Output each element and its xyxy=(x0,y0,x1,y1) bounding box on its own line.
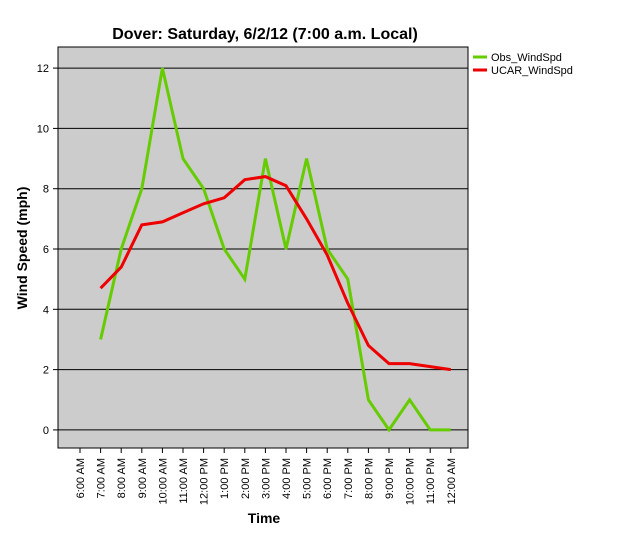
y-axis: 0 2 4 6 8 10 12 xyxy=(37,63,58,437)
x-axis-title: Time xyxy=(248,510,281,526)
x-tick-label: 7:00 AM xyxy=(96,458,108,498)
y-tick-label: 12 xyxy=(37,63,49,75)
x-tick-label: 8:00 PM xyxy=(363,458,375,499)
x-tick-label: 11:00 AM xyxy=(178,458,190,504)
x-tick-label: 4:00 PM xyxy=(281,458,293,499)
x-tick-label: 7:00 PM xyxy=(343,458,355,499)
x-tick-label: 3:00 PM xyxy=(260,458,272,499)
y-tick-label: 10 xyxy=(37,123,49,135)
y-tick-label: 4 xyxy=(43,304,49,316)
series-line-obs-windspd xyxy=(99,67,451,433)
x-tick-label: 11:00 PM xyxy=(425,458,437,504)
x-tick-label: 2:00 PM xyxy=(240,458,252,499)
x-tick-label: 10:00 AM xyxy=(157,458,169,504)
x-tick-label: 1:00 PM xyxy=(219,458,231,499)
x-tick-label: 9:00 PM xyxy=(384,458,396,499)
y-tick-label: 6 xyxy=(43,244,49,256)
y-axis-title: Wind Speed (mph) xyxy=(14,187,30,310)
y-tick-label: 2 xyxy=(43,365,49,377)
y-tick-label: 0 xyxy=(43,425,49,437)
series-lines xyxy=(99,67,452,433)
x-axis: 6:00 AM 7:00 AM 8:00 AM 9:00 AM 10:00 AM 11:0… xyxy=(75,448,458,505)
x-tick-label: 10:00 PM xyxy=(405,458,417,505)
series-line-ucar-windspd xyxy=(99,175,452,372)
legend-label: Obs_WindSpd xyxy=(491,52,562,64)
x-tick-label: 12:00 AM xyxy=(446,458,458,504)
x-tick-label: 6:00 PM xyxy=(322,458,334,499)
legend-label: UCAR_WindSpd xyxy=(491,65,573,77)
x-tick-label: 6:00 AM xyxy=(75,458,87,498)
y-tick-label: 8 xyxy=(43,184,49,196)
chart-title: Dover: Saturday, 6/2/12 (7:00 a.m. Local… xyxy=(112,26,418,43)
gridlines xyxy=(58,67,468,431)
x-tick-label: 8:00 AM xyxy=(116,458,128,498)
x-tick-label: 9:00 AM xyxy=(137,458,149,498)
x-tick-label: 12:00 PM xyxy=(199,458,211,505)
plot-area xyxy=(57,46,469,449)
x-tick-label: 5:00 PM xyxy=(302,458,314,499)
